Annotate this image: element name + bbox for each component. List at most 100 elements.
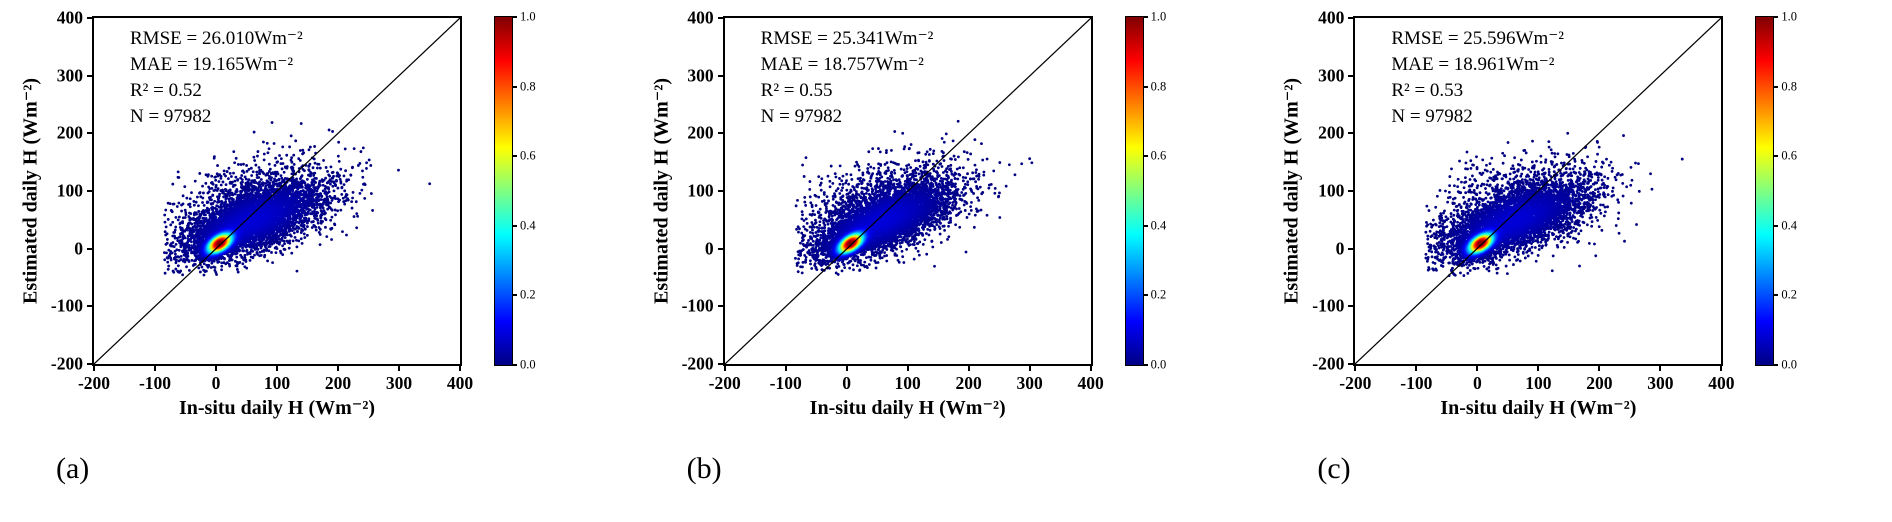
- colorbar-c: 0.0 0.2 0.4 0.6 0.8 1.0: [1755, 10, 1797, 372]
- stat-line-n: N = 97982: [1391, 106, 1473, 127]
- x-tick-mark: [154, 364, 156, 371]
- y-tick-mark: [1348, 74, 1356, 77]
- stats-block-b: RMSE = 25.341Wm⁻² MAE = 18.757Wm⁻² R² = …: [761, 26, 934, 130]
- stat-line-mae: MAE = 18.961Wm⁻²: [1391, 54, 1555, 75]
- y-tick-label: -200: [681, 353, 714, 374]
- colorbar-tick-mark: [1773, 364, 1779, 366]
- x-tick-mark: [1476, 364, 1479, 371]
- x-tick-label: 0: [1472, 373, 1482, 393]
- plot-area-c: RMSE = 25.596Wm⁻² MAE = 18.961Wm⁻² R² = …: [1281, 8, 1735, 420]
- y-tick-mark: [87, 363, 94, 365]
- x-tick-label: 100: [894, 373, 921, 393]
- stat-line-r2: R² = 0.55: [760, 80, 833, 101]
- colorbar-tick-label: 0.8: [1150, 79, 1167, 94]
- x-tick-mark: [1415, 364, 1418, 371]
- stat-line-n: N = 97982: [130, 106, 212, 127]
- y-tick-label: -100: [681, 295, 714, 316]
- y-tick-label: -100: [50, 295, 83, 316]
- colorbar-tick-label: 0.4: [520, 218, 536, 233]
- x-axis-label-b: In-situ daily H (Wm⁻²): [809, 397, 1006, 419]
- colorbar-tick-label: 0.0: [520, 357, 536, 372]
- x-tick-label: -200: [708, 373, 741, 393]
- panel-label-b: (b): [686, 452, 722, 485]
- y-tick-label: 0: [1335, 238, 1345, 259]
- x-tick-label: 300: [1647, 373, 1674, 393]
- colorbar-tick-label: 0.8: [520, 79, 536, 94]
- x-tick-label: -100: [138, 373, 172, 393]
- x-tick-mark: [1598, 364, 1601, 371]
- colorbar-tick-label: 0.2: [1150, 287, 1167, 302]
- y-tick-mark: [717, 190, 725, 192]
- colorbar-tick-mark: [512, 294, 517, 297]
- colorbar-tick-mark: [1142, 16, 1148, 18]
- stat-line-r2: R² = 0.52: [130, 80, 202, 101]
- y-tick-label: 200: [687, 122, 714, 143]
- colorbar-tick-mark: [512, 85, 517, 88]
- x-tick-mark: [1089, 364, 1092, 371]
- y-tick-label: 300: [687, 65, 714, 86]
- x-tick-mark: [93, 364, 95, 371]
- y-tick-mark: [87, 190, 94, 192]
- colorbar-tick-mark: [1142, 294, 1148, 297]
- x-tick-label: 400: [1708, 373, 1735, 393]
- y-tick-mark: [87, 305, 94, 308]
- y-tick-mark: [87, 132, 94, 135]
- plot-area-b: RMSE = 25.341Wm⁻² MAE = 18.757Wm⁻² R² = …: [650, 8, 1104, 420]
- colorbar-tick-mark: [512, 224, 517, 227]
- y-tick-label: 200: [1318, 122, 1345, 143]
- x-tick-mark: [459, 364, 461, 371]
- colorbar-tick-label: 0.0: [1781, 357, 1797, 372]
- colorbar-tick-mark: [1773, 155, 1779, 158]
- y-tick-label: -200: [1312, 353, 1345, 374]
- y-tick-mark: [1348, 247, 1356, 250]
- y-tick-mark: [717, 305, 725, 308]
- y-tick-mark: [717, 17, 725, 19]
- x-tick-label: 100: [1525, 373, 1552, 393]
- colorbar-tick-label: 0.6: [1781, 148, 1797, 163]
- colorbar-tick-label: 0.6: [1150, 148, 1167, 163]
- x-tick-mark: [845, 364, 848, 371]
- x-tick-label: 100: [263, 373, 291, 393]
- x-tick-label: 400: [446, 373, 474, 393]
- colorbar-tick-label: 1.0: [1150, 9, 1167, 24]
- x-tick-mark: [784, 364, 787, 371]
- y-tick-label: 100: [56, 180, 83, 201]
- x-tick-label: 300: [1016, 373, 1043, 393]
- panel-a: RMSE = 26.010Wm⁻² MAE = 19.165Wm⁻² R² = …: [0, 0, 631, 522]
- y-tick-mark: [1348, 190, 1356, 192]
- colorbar-tick-mark: [512, 16, 517, 18]
- stat-line-rmse: RMSE = 25.596Wm⁻²: [1391, 28, 1564, 49]
- y-axis-label-b: Estimated daily H (Wm⁻²): [650, 78, 673, 304]
- colorbar-tick-mark: [1142, 85, 1148, 88]
- y-tick-mark: [1348, 17, 1356, 19]
- colorbar-a: 0.0 0.2 0.4 0.6 0.8 1.0: [494, 10, 536, 372]
- y-tick-mark: [87, 74, 94, 77]
- y-tick-label: 300: [56, 65, 83, 86]
- y-tick-mark: [1348, 132, 1356, 135]
- x-tick-mark: [276, 364, 278, 371]
- y-tick-mark: [87, 17, 94, 19]
- colorbar-tick-label: 1.0: [1781, 9, 1797, 24]
- y-tick-label: 0: [704, 238, 714, 259]
- x-tick-label: 0: [842, 373, 852, 393]
- y-tick-mark: [717, 132, 725, 135]
- stat-line-mae: MAE = 19.165Wm⁻²: [130, 54, 294, 75]
- x-axis-label-a: In-situ daily H (Wm⁻²): [178, 397, 376, 419]
- x-tick-mark: [215, 364, 217, 371]
- y-tick-mark: [717, 363, 725, 365]
- x-tick-mark: [967, 364, 970, 371]
- x-tick-label: 200: [1586, 373, 1613, 393]
- colorbar-tick-label: 0.8: [1781, 79, 1797, 94]
- stats-block-a: RMSE = 26.010Wm⁻² MAE = 19.165Wm⁻² R² = …: [130, 26, 303, 130]
- y-axis-label-c: Estimated daily H (Wm⁻²): [1280, 78, 1303, 304]
- x-tick-mark: [398, 364, 400, 371]
- x-tick-label: -100: [1400, 373, 1433, 393]
- colorbar-tick-label: 0.2: [1781, 287, 1797, 302]
- x-tick-mark: [1537, 364, 1540, 371]
- scatter-canvas-b: [724, 18, 1091, 364]
- colorbar-tick-mark: [1773, 16, 1779, 18]
- y-tick-label: 0: [74, 238, 83, 259]
- y-tick-mark: [717, 74, 725, 77]
- x-tick-label: 400: [1077, 373, 1104, 393]
- stat-line-rmse: RMSE = 26.010Wm⁻²: [130, 28, 303, 49]
